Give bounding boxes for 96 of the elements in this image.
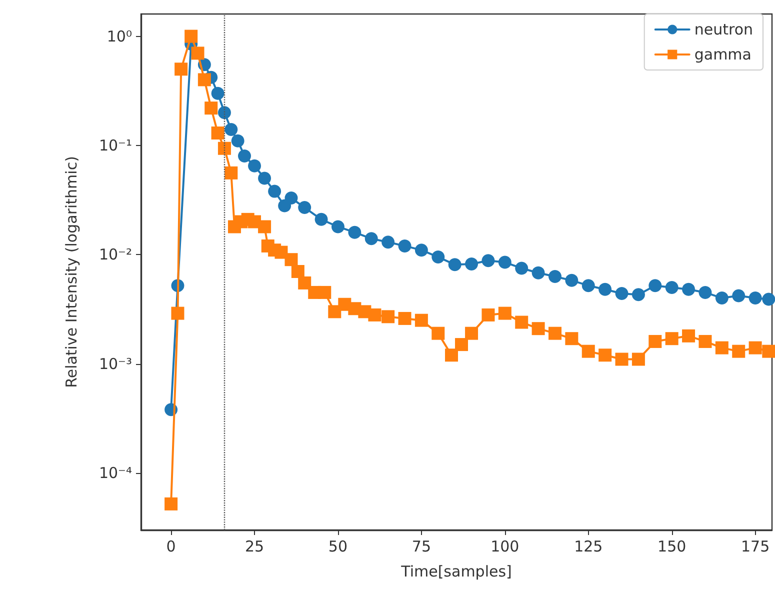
y-tick-label: 10⁰ xyxy=(106,27,132,46)
point xyxy=(398,312,412,325)
y-axis-title: Relative Intensity (logarithmic) xyxy=(62,156,80,388)
point xyxy=(248,159,262,172)
x-tick-label: 75 xyxy=(412,538,431,556)
point xyxy=(482,254,495,268)
point xyxy=(171,306,184,320)
point xyxy=(204,102,218,115)
point xyxy=(682,282,696,296)
point xyxy=(258,172,272,185)
point xyxy=(284,192,298,204)
x-tick-label: 0 xyxy=(166,538,176,556)
point xyxy=(698,286,712,299)
point xyxy=(318,286,332,299)
point xyxy=(482,308,495,322)
point xyxy=(218,106,231,120)
point xyxy=(698,334,712,348)
point xyxy=(382,236,395,249)
point xyxy=(732,344,746,358)
legend-label: gamma xyxy=(694,46,752,64)
point xyxy=(224,122,238,136)
x-tick-label: 175 xyxy=(740,538,770,556)
point xyxy=(414,244,428,257)
point xyxy=(174,62,188,76)
point xyxy=(515,262,528,275)
point xyxy=(632,288,645,302)
point xyxy=(348,226,362,239)
point xyxy=(432,250,445,264)
point xyxy=(748,341,762,354)
point xyxy=(414,314,428,327)
x-tick-label: 150 xyxy=(658,538,686,556)
point xyxy=(648,334,662,348)
point xyxy=(368,308,382,322)
point xyxy=(532,266,545,280)
point xyxy=(198,73,211,86)
point xyxy=(582,279,595,292)
point xyxy=(291,265,304,278)
point xyxy=(598,348,612,362)
point xyxy=(258,220,272,234)
point xyxy=(615,287,628,300)
point xyxy=(455,338,468,352)
point xyxy=(515,316,528,329)
point xyxy=(665,332,678,346)
point xyxy=(498,306,512,320)
point xyxy=(298,201,312,214)
point xyxy=(432,326,445,340)
point xyxy=(284,253,298,266)
point xyxy=(498,256,512,269)
y-tick-label: 10⁻² xyxy=(98,246,132,264)
point xyxy=(548,270,562,283)
point xyxy=(211,86,224,100)
x-tick-label: 100 xyxy=(490,538,520,556)
point xyxy=(465,326,478,340)
point xyxy=(565,332,578,346)
point xyxy=(298,276,312,290)
point xyxy=(598,282,612,296)
point xyxy=(164,497,178,510)
point xyxy=(444,348,458,362)
point xyxy=(565,274,578,287)
point xyxy=(732,289,746,302)
point xyxy=(762,344,775,358)
y-tick-label: 10⁻¹ xyxy=(98,136,132,154)
point xyxy=(238,150,251,163)
point xyxy=(615,352,628,366)
x-tick-label: 25 xyxy=(244,538,264,556)
point xyxy=(184,30,198,43)
point xyxy=(218,142,231,155)
legend-label: neutron xyxy=(694,20,754,38)
point xyxy=(268,184,282,198)
point xyxy=(231,134,244,148)
point xyxy=(682,329,696,342)
point xyxy=(364,232,378,246)
point xyxy=(548,326,562,340)
point xyxy=(748,292,762,305)
y-tick-label: 10⁻⁴ xyxy=(98,464,132,482)
point xyxy=(632,352,645,366)
point xyxy=(314,212,328,226)
point xyxy=(211,126,224,140)
point xyxy=(648,279,662,292)
y-tick-label: 10⁻³ xyxy=(98,354,132,373)
x-tick-label: 125 xyxy=(574,538,603,556)
point xyxy=(715,341,728,354)
point xyxy=(582,344,595,358)
point xyxy=(382,310,395,324)
point xyxy=(448,258,462,272)
point xyxy=(331,220,344,234)
point xyxy=(715,292,728,305)
point xyxy=(762,292,775,306)
point xyxy=(398,239,412,252)
x-tick-label: 50 xyxy=(328,538,348,556)
x-axis-title: Time[samples] xyxy=(400,562,512,580)
point xyxy=(224,166,238,180)
point xyxy=(665,280,678,294)
point xyxy=(532,322,545,336)
point xyxy=(465,258,478,271)
point xyxy=(191,46,204,60)
